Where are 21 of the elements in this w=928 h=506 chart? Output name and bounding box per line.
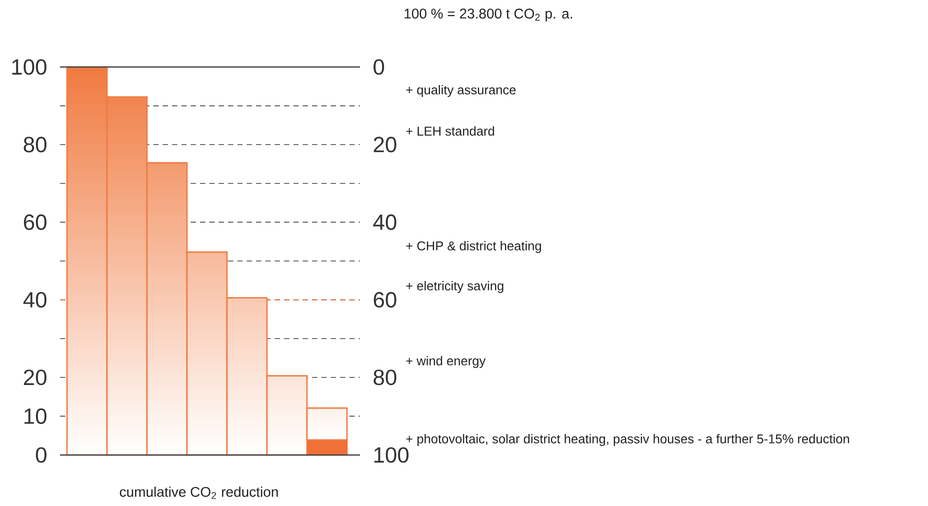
y2-tick-label: 80 <box>374 370 396 386</box>
text: + CHP & district heating <box>406 241 541 253</box>
y-tick-label: 10 <box>24 408 46 424</box>
y-tick-label: 60 <box>24 214 46 230</box>
text: + wind energy <box>406 356 486 368</box>
y-tick-label: 20 <box>24 370 46 386</box>
text: + quality assurance <box>406 85 516 97</box>
y2-tick-label: 0 <box>374 59 384 75</box>
text: + eletricity saving <box>406 281 504 293</box>
y-tick-label: 100 <box>12 59 46 75</box>
y-tick-label: 40 <box>23 292 46 308</box>
y2-tick-label: 60 <box>374 292 396 308</box>
text: + photovoltaic, solar district heating, passiv houses - a further 5-15% reduction <box>406 434 850 446</box>
y2-tick-label: 40 <box>373 214 396 230</box>
x-axis-title: cumulative CO$_{2}$ reduction <box>120 486 278 499</box>
y-tick-label: 0 <box>36 447 46 463</box>
text: 100 % = 23.800 t CO$_{2}$ p. a. <box>404 8 572 22</box>
y-tick-label: 80 <box>24 136 46 152</box>
y2-tick-label: 100 <box>374 447 409 463</box>
text: + LEH standard <box>406 126 494 136</box>
y2-tick-label: 20 <box>374 136 396 152</box>
